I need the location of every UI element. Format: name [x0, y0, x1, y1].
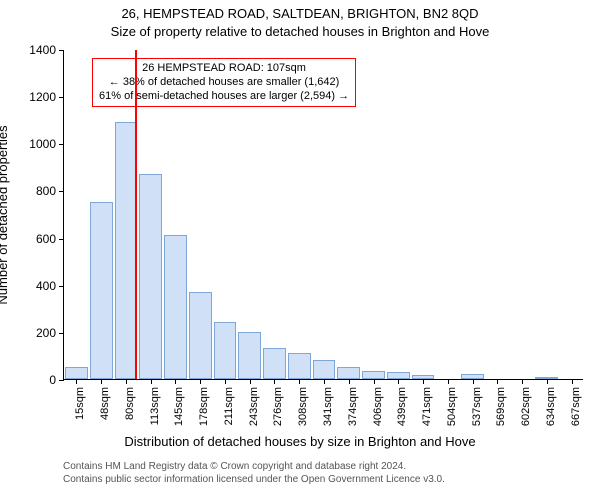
xtick-label: 15sqm [74, 387, 86, 420]
xtick-label: 145sqm [173, 387, 185, 426]
xtick-mark [547, 379, 548, 384]
xtick-label: 374sqm [347, 387, 359, 426]
xtick-label: 602sqm [520, 387, 532, 426]
xtick-label: 537sqm [471, 387, 483, 426]
xtick-label: 211sqm [223, 387, 235, 425]
xtick-label: 471sqm [421, 387, 433, 426]
xtick-mark [126, 379, 127, 384]
footer-attribution: Contains HM Land Registry data © Crown c… [63, 460, 445, 486]
chart-subtitle: Size of property relative to detached ho… [0, 24, 600, 39]
footer-line-2: Contains public sector information licen… [63, 473, 445, 486]
xtick-mark [324, 379, 325, 384]
histogram-bar [362, 371, 385, 379]
xtick-label: 569sqm [495, 387, 507, 426]
xtick-mark [448, 379, 449, 384]
histogram-bar [139, 174, 162, 379]
histogram-bar [90, 202, 113, 379]
xtick-label: 243sqm [248, 387, 260, 426]
histogram-bar [214, 322, 237, 379]
xtick-label: 178sqm [198, 387, 210, 426]
xtick-label: 634sqm [545, 387, 557, 426]
histogram-bar [337, 367, 360, 379]
x-axis-label: Distribution of detached houses by size … [0, 434, 600, 449]
xtick-label: 308sqm [297, 387, 309, 426]
ytick-label: 600 [36, 232, 64, 246]
ytick-label: 1200 [29, 90, 64, 104]
ytick-label: 1400 [29, 43, 64, 57]
chart-title-address: 26, HEMPSTEAD ROAD, SALTDEAN, BRIGHTON, … [0, 6, 600, 21]
ytick-label: 0 [49, 373, 64, 387]
xtick-mark [175, 379, 176, 384]
xtick-mark [423, 379, 424, 384]
footer-line-1: Contains HM Land Registry data © Crown c… [63, 460, 445, 473]
histogram-bar [263, 348, 286, 379]
xtick-label: 80sqm [124, 387, 136, 420]
xtick-label: 113sqm [149, 387, 161, 425]
histogram-bar [387, 372, 410, 379]
xtick-label: 504sqm [446, 387, 458, 426]
xtick-label: 439sqm [396, 387, 408, 426]
xtick-mark [299, 379, 300, 384]
xtick-label: 341sqm [322, 387, 334, 426]
ytick-label: 400 [36, 279, 64, 293]
xtick-mark [200, 379, 201, 384]
annotation-box: 26 HEMPSTEAD ROAD: 107sqm ← 38% of detac… [92, 58, 356, 107]
histogram-bar [189, 292, 212, 379]
histogram-bar [288, 353, 311, 379]
histogram-bar [65, 367, 88, 379]
xtick-mark [76, 379, 77, 384]
histogram-bar [313, 360, 336, 379]
xtick-label: 406sqm [372, 387, 384, 426]
chart-canvas: 26, HEMPSTEAD ROAD, SALTDEAN, BRIGHTON, … [0, 0, 600, 500]
xtick-label: 667sqm [570, 387, 582, 426]
histogram-bar [238, 332, 261, 379]
xtick-label: 48sqm [99, 387, 111, 420]
xtick-mark [473, 379, 474, 384]
xtick-mark [349, 379, 350, 384]
xtick-mark [398, 379, 399, 384]
xtick-mark [522, 379, 523, 384]
xtick-mark [274, 379, 275, 384]
xtick-label: 276sqm [272, 387, 284, 426]
xtick-mark [101, 379, 102, 384]
ytick-label: 1000 [29, 137, 64, 151]
plot-area: 26 HEMPSTEAD ROAD: 107sqm ← 38% of detac… [63, 50, 583, 380]
property-marker-line [135, 50, 137, 379]
y-axis-label: Number of detached properties [0, 125, 10, 304]
xtick-mark [151, 379, 152, 384]
histogram-bar [164, 235, 187, 379]
xtick-mark [572, 379, 573, 384]
xtick-mark [250, 379, 251, 384]
xtick-mark [497, 379, 498, 384]
xtick-mark [225, 379, 226, 384]
xtick-mark [374, 379, 375, 384]
ytick-label: 200 [36, 326, 64, 340]
ytick-label: 800 [36, 184, 64, 198]
